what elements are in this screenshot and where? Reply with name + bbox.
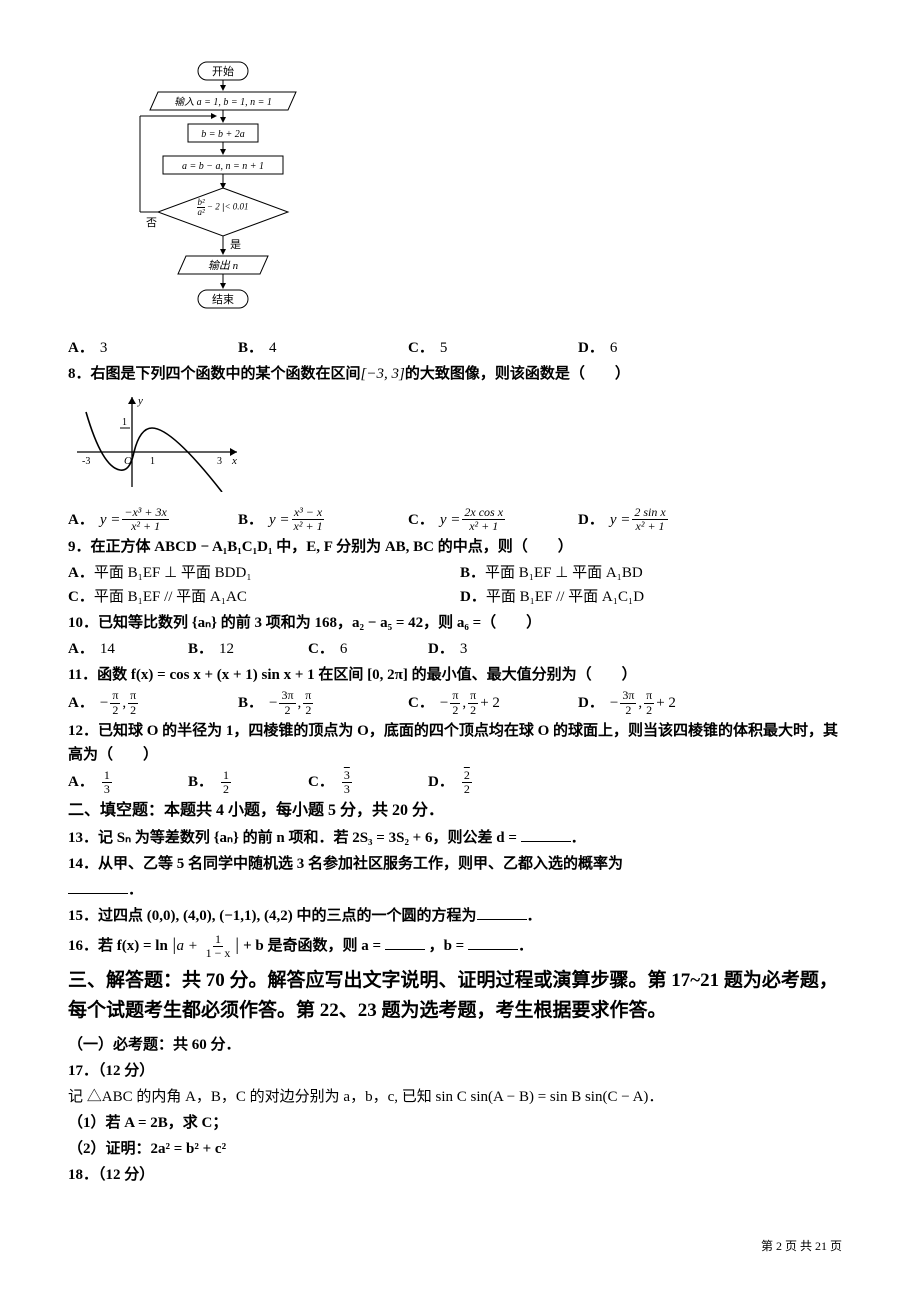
flow-output: 输出 n xyxy=(208,259,239,272)
q10-stem: 10．已知等比数列 {aₙ} 的前 3 项和为 168，a₂ − a₅ = 42… xyxy=(68,611,852,635)
svg-text:3: 3 xyxy=(217,456,222,467)
q12-stem: 12．已知球 O 的半径为 1，四棱锥的顶点为 O，底面的四个顶点均在球 O 的… xyxy=(68,719,852,767)
q17-stem: 记 △ABC 的内角 A，B，C 的对边分别为 a，b，c, 已知 sin C … xyxy=(68,1085,852,1109)
q7-opt-a: 3 xyxy=(100,336,108,360)
flow-yes: 是 xyxy=(230,238,241,251)
flowchart-svg: 开始 输入 a = 1, b = 1, n = 1 b = b + 2a a =… xyxy=(128,60,328,320)
q13: 13．记 Sₙ 为等差数列 {aₙ} 的前 n 项和．若 2S₃ = 3S₂ +… xyxy=(68,826,852,850)
q9-stem: 9．在正方体 ABCD − A₁B₁C₁D₁ 中，E, F 分别为 AB, BC… xyxy=(68,535,852,559)
q7-options: A．3 B．4 C．5 D．6 xyxy=(68,336,852,360)
svg-text:1: 1 xyxy=(150,456,155,467)
section3-heading: 三、解答题：共 70 分。解答应写出文字说明、证明过程或演算步骤。第 17~21… xyxy=(68,966,852,1027)
q8-stem: 8．右图是下列四个函数中的某个函数在区间[−3, 3]的大致图像，则该函数是（ … xyxy=(68,362,852,386)
q9-opt-c: 平面 B₁EF // 平面 A₁AC xyxy=(94,589,247,605)
q8-graph: y x -3 O 1 3 1 xyxy=(72,392,852,500)
q11-options: A．−π2, π2 B．−3π2, π2 C．−π2, π2 + 2 D．−3π… xyxy=(68,689,852,716)
svg-text:y: y xyxy=(137,395,143,407)
q8-options: A．y = −x³ + 3xx² + 1 B．y = x³ − xx² + 1 … xyxy=(68,506,852,533)
q9-options: A．平面 B₁EF ⊥ 平面 BDD₁ B．平面 B₁EF ⊥ 平面 A₁BD xyxy=(68,561,852,585)
flow-start: 开始 xyxy=(212,64,234,78)
q9-opt-b: 平面 B₁EF ⊥ 平面 A₁BD xyxy=(485,565,643,581)
q17-p2: （2）证明：2a² = b² + c² xyxy=(68,1137,852,1161)
q7-opt-d: 6 xyxy=(610,336,618,360)
q7-opt-b: 4 xyxy=(269,336,277,360)
q14: 14．从甲、乙等 5 名同学中随机选 3 名参加社区服务工作，则甲、乙都入选的概… xyxy=(68,852,852,876)
section2-heading: 二、填空题：本题共 4 小题，每小题 5 分，共 20 分． xyxy=(68,798,852,824)
q15: 15．过四点 (0,0), (4,0), (−1,1), (4,2) 中的三点的… xyxy=(68,904,852,928)
flowchart-figure: 开始 输入 a = 1, b = 1, n = 1 b = b + 2a a =… xyxy=(128,60,852,328)
q9-opt-d: 平面 B₁EF // 平面 A₁C₁D xyxy=(486,589,644,605)
q17-head: 17．（12 分） xyxy=(68,1059,852,1083)
q17-p1: （1）若 A = 2B，求 C； xyxy=(68,1111,852,1135)
flow-no: 否 xyxy=(146,217,157,229)
q11-stem: 11．函数 f(x) = cos x + (x + 1) sin x + 1 在… xyxy=(68,663,852,687)
q7-opt-c: 5 xyxy=(440,336,448,360)
flow-input: 输入 a = 1, b = 1, n = 1 xyxy=(174,96,272,108)
q18-head: 18．（12 分） xyxy=(68,1163,852,1187)
svg-text:x: x xyxy=(231,455,237,467)
q9-opt-a: 平面 B₁EF ⊥ 平面 BDD₁ xyxy=(94,565,252,581)
svg-text:-3: -3 xyxy=(82,456,90,467)
q12-options: A．13 B．12 C．33 D．22 xyxy=(68,769,852,796)
q16: 16．若 f(x) = ln |a + 11 − x| + b 是奇函数，则 a… xyxy=(68,930,852,960)
flow-end: 结束 xyxy=(212,293,234,306)
page-footer: 第 2 页 共 21 页 xyxy=(68,1237,852,1256)
q10-options: A．14 B．12 C．6 D．3 xyxy=(68,637,852,661)
flow-astep: a = b − a, n = n + 1 xyxy=(182,161,264,172)
svg-text:1: 1 xyxy=(122,417,127,428)
flow-bstep: b = b + 2a xyxy=(201,129,245,140)
section3-sub: （一）必考题：共 60 分． xyxy=(68,1033,852,1057)
